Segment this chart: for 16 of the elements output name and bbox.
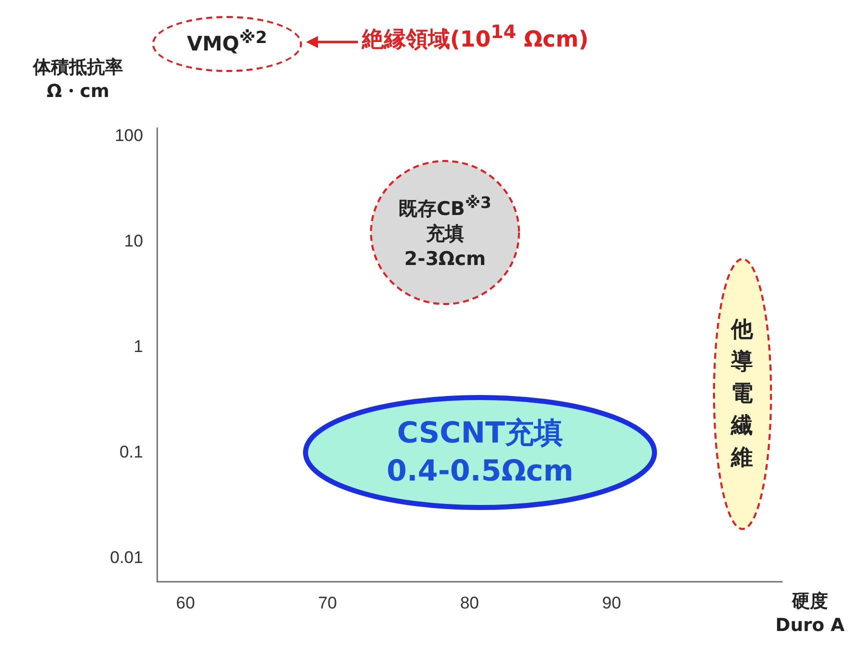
y-axis-title: 体積抵抗率 Ω・cm xyxy=(32,56,124,104)
y-tick-label: 100 xyxy=(114,126,144,146)
y-tick-label: 1 xyxy=(134,336,144,356)
annotation: 既存CB$^{※3}$ 充填 2-3Ωcm xyxy=(398,192,492,272)
text: 絶縁領域(10$^{14}$ Ωcm) xyxy=(362,22,589,54)
y-tick-label: 10 xyxy=(124,232,144,250)
x-tick-label: 60 xyxy=(176,593,195,612)
x-axis-title: 硬度 Duro A xyxy=(774,590,846,638)
x-tick-label: 70 xyxy=(318,593,337,612)
text: VMQ$^{※2}$ xyxy=(186,28,268,56)
y-tick-label: 0.1 xyxy=(119,442,144,462)
y-tick-label: 0.01 xyxy=(110,548,144,567)
x-tick-label: 90 xyxy=(602,593,622,612)
annotation: CSCNT充填 0.4-0.5Ωcm xyxy=(386,414,574,489)
x-tick-label: 80 xyxy=(460,593,480,612)
annotation: 他導電繊維 xyxy=(731,316,753,472)
